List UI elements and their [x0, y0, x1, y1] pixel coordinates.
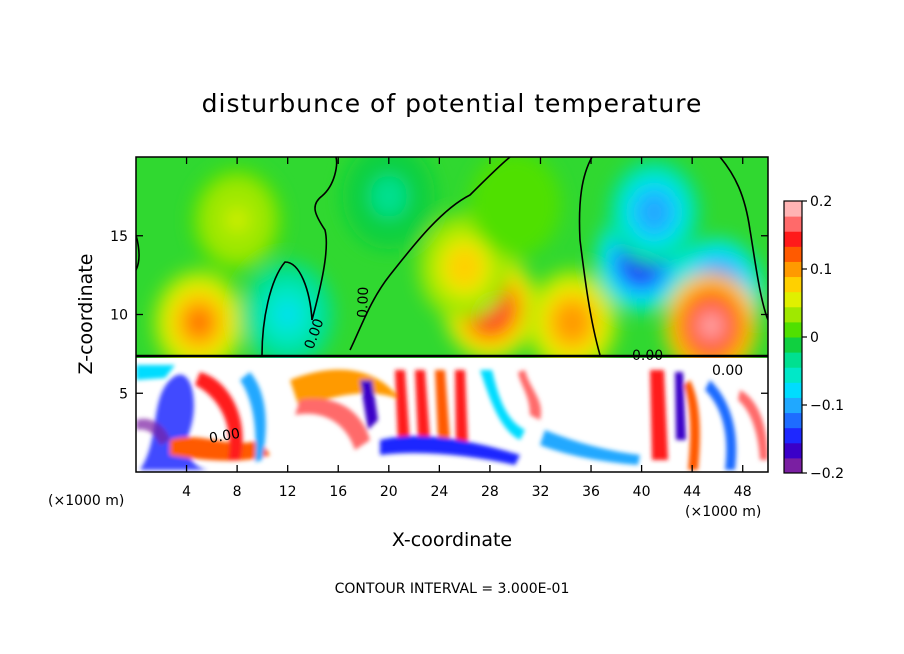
- y-axis-label: Z-coordinate: [75, 254, 97, 375]
- streak: [380, 435, 520, 465]
- x-tick-label: 40: [633, 484, 651, 500]
- x-tick-label: 4: [182, 484, 191, 500]
- y-tick-label: 5: [119, 386, 128, 402]
- streak: [170, 437, 270, 461]
- colorbar-segment: [784, 231, 802, 247]
- contour-label: 0.00: [355, 286, 372, 318]
- x-tick-label: 20: [380, 484, 398, 500]
- x-tick-label: 24: [430, 484, 448, 500]
- streak: [136, 365, 175, 380]
- colorbar-segment: [784, 216, 802, 232]
- y-ticks: 5 10 15: [110, 229, 768, 402]
- streak: [435, 370, 450, 440]
- x-tick-label: 48: [734, 484, 752, 500]
- x-tick-label: 16: [329, 484, 347, 500]
- colorbar-tick-label: −0.2: [810, 466, 844, 482]
- lower-layer-streaks: [136, 365, 768, 470]
- x-axis-label: X-coordinate: [392, 529, 512, 551]
- colorbar-segment: [784, 382, 802, 398]
- colorbar-segment: [784, 246, 802, 262]
- streak: [540, 430, 640, 465]
- streak: [136, 418, 170, 445]
- colorbar-segment: [784, 201, 802, 217]
- streak: [675, 372, 686, 440]
- contour-interval-note: CONTOUR INTERVAL = 3.000E-01: [335, 581, 570, 597]
- field-blobs: [153, 157, 764, 379]
- colorbar-segment: [784, 427, 802, 444]
- streak: [415, 370, 430, 440]
- field-blob: [227, 209, 247, 231]
- field-blob: [455, 256, 474, 278]
- colorbar-tick-label: 0.1: [810, 262, 832, 278]
- contour-line: [136, 234, 140, 271]
- contour-line: [719, 157, 768, 321]
- x-unit-right: (×1000 m): [685, 504, 761, 520]
- streak: [684, 380, 700, 470]
- field-blob: [190, 311, 209, 333]
- contour-line: [311, 157, 338, 321]
- field-blob: [562, 311, 582, 333]
- streak: [518, 370, 542, 420]
- contour-label: 0.00: [632, 348, 663, 364]
- streak: [195, 372, 243, 460]
- lower-layer: [136, 358, 768, 472]
- colorbar-segment: [784, 412, 802, 429]
- streak: [240, 372, 266, 462]
- colorbar-segment: [784, 367, 802, 383]
- chart-title: disturbunce of potential temperature: [202, 89, 703, 118]
- streak: [650, 370, 668, 460]
- x-tick-label: 44: [683, 484, 701, 500]
- colorbar-segment: [784, 321, 802, 338]
- colorbar-segment: [784, 276, 802, 293]
- colorbar-segment: [784, 397, 802, 414]
- streak: [360, 380, 378, 430]
- colorbar-tick-label: 0: [810, 330, 819, 346]
- colorbar-segment: [784, 352, 802, 368]
- x-tick-label: 8: [233, 484, 242, 500]
- streak: [295, 398, 370, 450]
- x-ticks: 4 8 12 16 20 24 28 32 36 40 44 48: [182, 157, 752, 500]
- contour-line: [578, 157, 601, 356]
- x-tick-label: 12: [279, 484, 297, 500]
- streak: [395, 370, 410, 445]
- field-blob: [701, 314, 721, 337]
- colorbar-segment: [784, 261, 802, 278]
- contour-lines: [136, 157, 768, 358]
- colorbar-segment: [784, 442, 802, 459]
- field-blob: [379, 185, 398, 207]
- colorbar-segment: [784, 291, 802, 308]
- colorbar-tick-label: −0.1: [810, 398, 844, 414]
- x-tick-label: 32: [532, 484, 550, 500]
- colorbar-segment: [784, 337, 802, 353]
- colorbar-segment: [784, 457, 802, 474]
- x-tick-label: 36: [582, 484, 600, 500]
- y-tick-label: 15: [110, 229, 128, 245]
- contour-label: 0.00: [208, 426, 241, 447]
- streak: [140, 374, 210, 470]
- field-blob: [645, 201, 664, 223]
- colorbar-tick-label: 0.2: [810, 194, 832, 210]
- field-blob: [278, 303, 297, 326]
- colorbar-segment: [784, 306, 802, 323]
- field-blob: [506, 193, 525, 215]
- x-unit-left: (×1000 m): [48, 493, 124, 509]
- streak: [455, 370, 468, 445]
- contour-label: 0.00: [712, 363, 743, 379]
- streak: [480, 370, 525, 440]
- contour-line: [261, 261, 313, 356]
- colorbar: 0.2 0.1 0 −0.1 −0.2: [783, 194, 844, 482]
- streak: [738, 390, 768, 460]
- streak: [705, 380, 737, 470]
- contour-line: [349, 157, 511, 351]
- y-tick-label: 10: [110, 308, 128, 324]
- plot-area: 0.00 0.00 0.00 0.00 0.00: [136, 157, 768, 472]
- x-tick-label: 28: [481, 484, 499, 500]
